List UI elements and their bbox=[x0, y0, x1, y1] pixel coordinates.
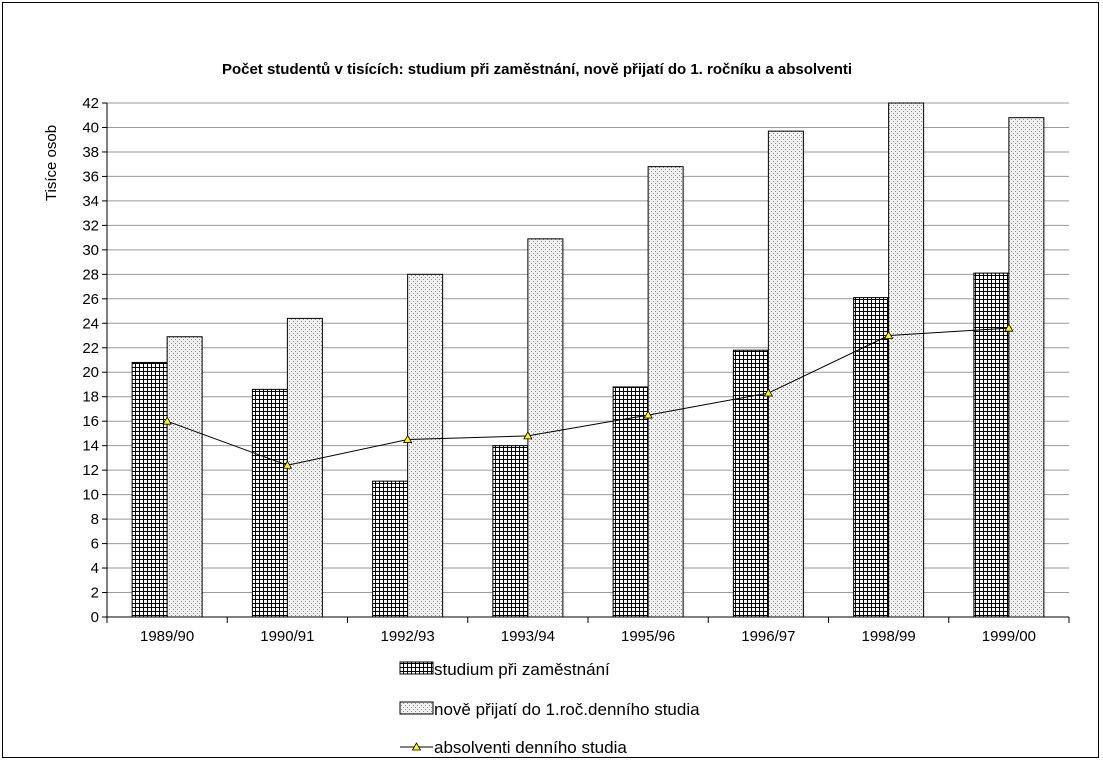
bar bbox=[372, 480, 409, 618]
y-tick-label: 12 bbox=[82, 462, 99, 479]
y-tick-label: 32 bbox=[82, 217, 99, 234]
axes bbox=[106, 103, 1069, 618]
y-tick-label: 24 bbox=[82, 315, 99, 332]
legend-label: absolventi denního studia bbox=[434, 738, 627, 757]
y-tick-label: 2 bbox=[91, 585, 99, 602]
y-tick-label: 28 bbox=[82, 266, 99, 283]
x-tick-label: 1998/99 bbox=[862, 628, 916, 645]
bar bbox=[612, 386, 649, 618]
x-tick-label: 1990/91 bbox=[260, 628, 314, 645]
legend-swatch bbox=[399, 661, 434, 675]
bar bbox=[732, 349, 769, 618]
bar bbox=[286, 317, 323, 618]
y-tick-label: 0 bbox=[91, 609, 99, 626]
bar bbox=[767, 130, 804, 618]
point-marker bbox=[763, 388, 774, 397]
y-tick-label: 26 bbox=[82, 291, 99, 308]
x-tick-label: 1993/94 bbox=[501, 628, 555, 645]
legend: studium při zaměstnání nově přijatí do 1.… bbox=[399, 660, 700, 757]
point-marker bbox=[162, 416, 172, 425]
bar bbox=[1008, 117, 1045, 618]
point-marker bbox=[523, 431, 533, 440]
y-tick-label: 4 bbox=[91, 560, 99, 577]
x-tick-label: 1992/93 bbox=[381, 628, 435, 645]
y-tick-label: 30 bbox=[82, 242, 99, 259]
legend-swatch bbox=[399, 701, 434, 715]
y-tick-label: 42 bbox=[82, 95, 99, 112]
bar bbox=[251, 388, 288, 618]
legend-label: studium při zaměstnání bbox=[434, 660, 610, 679]
x-tick-label: 1996/97 bbox=[741, 628, 795, 645]
point-marker bbox=[282, 460, 293, 469]
y-tick-label: 38 bbox=[82, 144, 99, 161]
y-tick-label: 22 bbox=[82, 340, 99, 357]
chart-title: Počet studentů v tisících: studium při z… bbox=[222, 61, 852, 78]
point-marker bbox=[402, 434, 413, 443]
x-tick-label: 1999/00 bbox=[982, 628, 1036, 645]
bar bbox=[888, 102, 925, 618]
line-series bbox=[162, 323, 1014, 469]
legend-label: nově přijatí do 1.roč.denního studia bbox=[434, 700, 700, 719]
bar bbox=[973, 272, 1010, 618]
y-tick-label: 10 bbox=[82, 487, 99, 504]
y-tick-label: 34 bbox=[82, 193, 99, 210]
y-tick-label: 20 bbox=[82, 364, 99, 381]
bar bbox=[407, 273, 444, 618]
series-line bbox=[166, 327, 1009, 466]
y-tick-label: 14 bbox=[82, 438, 99, 455]
bar bbox=[166, 336, 203, 618]
gridlines bbox=[107, 102, 1069, 618]
x-tick-label: 1995/96 bbox=[621, 628, 675, 645]
x-tick-label: 1989/90 bbox=[140, 628, 194, 645]
bar bbox=[131, 361, 168, 618]
point-marker bbox=[1004, 323, 1014, 332]
y-tick-label: 8 bbox=[91, 511, 99, 528]
bars bbox=[131, 102, 1045, 618]
point-marker bbox=[643, 410, 653, 419]
bar bbox=[492, 445, 529, 618]
point-marker bbox=[883, 330, 894, 339]
y-tick-label: 16 bbox=[82, 413, 99, 430]
y-tick-label: 40 bbox=[82, 119, 99, 136]
bar bbox=[853, 297, 890, 618]
chart-canvas: Počet studentů v tisících: studium při z… bbox=[43, 61, 1070, 757]
x-axis-ticks: 1989/90 1990/91 1992/93 1993/94 1995/96 1996/… bbox=[106, 617, 1070, 645]
y-tick-label: 36 bbox=[82, 168, 99, 185]
bar bbox=[647, 166, 684, 618]
bar bbox=[527, 238, 564, 618]
y-tick-label: 6 bbox=[91, 536, 99, 553]
y-tick-label: 18 bbox=[82, 389, 99, 406]
y-axis-label: Tisíce osob bbox=[43, 125, 60, 201]
legend-marker bbox=[411, 742, 422, 751]
